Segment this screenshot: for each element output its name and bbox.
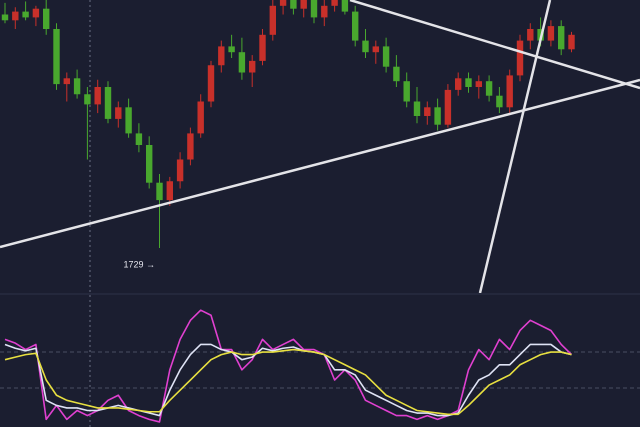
- candle-body: [341, 0, 349, 12]
- candle-body: [547, 26, 555, 41]
- candle-body: [485, 81, 493, 96]
- candle-body: [424, 107, 431, 116]
- candle-body: [73, 78, 81, 95]
- candle-body: [444, 89, 452, 125]
- candle-body: [104, 87, 112, 119]
- indicator-line: [4, 309, 573, 423]
- candle-body: [176, 159, 184, 182]
- candle-body: [352, 11, 359, 41]
- candle-body: [506, 75, 513, 108]
- candle-body: [455, 78, 462, 90]
- candle-body: [22, 11, 29, 18]
- candle-body: [527, 29, 534, 41]
- candle-body: [125, 107, 132, 134]
- candle-body: [12, 11, 19, 21]
- candle-body: [372, 46, 379, 53]
- candle-body: [475, 81, 482, 87]
- candle-body: [166, 181, 173, 201]
- trend-line: [349, 0, 640, 90]
- trend-lines: [0, 0, 640, 293]
- candle-body: [156, 182, 163, 201]
- annotation: 1729 →: [124, 259, 156, 269]
- candle-body: [115, 107, 122, 119]
- candle-body: [279, 0, 287, 6]
- candle-body: [403, 81, 410, 102]
- candle-body: [393, 66, 400, 82]
- candle-body: [135, 133, 143, 145]
- candle-body: [382, 46, 390, 67]
- candle-body: [290, 0, 297, 9]
- indicator-line: [4, 343, 572, 417]
- candle-body: [362, 40, 369, 53]
- candle-body: [218, 46, 225, 66]
- indicator-pane: [4, 309, 573, 423]
- candle-body: [238, 52, 246, 73]
- candle-body: [146, 145, 153, 183]
- candle-body: [249, 60, 256, 73]
- candle-body: [331, 0, 338, 6]
- price-pane: [1, 0, 575, 248]
- candle-body: [516, 40, 524, 76]
- candle-body: [63, 78, 70, 85]
- candle-body: [197, 101, 204, 134]
- candle-body: [434, 107, 441, 125]
- candle-body: [259, 34, 266, 61]
- candle-body: [310, 0, 318, 18]
- candle-body: [465, 78, 472, 87]
- candle-body: [43, 8, 50, 29]
- candle-body: [94, 87, 101, 105]
- candle-body: [413, 101, 421, 116]
- candle-body: [568, 34, 575, 50]
- candle-body: [1, 14, 9, 21]
- candle-body: [228, 46, 235, 53]
- trend-line: [478, 0, 552, 293]
- indicator-line: [4, 348, 572, 416]
- candle-body: [32, 8, 40, 18]
- candle-body: [53, 29, 60, 85]
- candle-body: [269, 5, 276, 35]
- candle-body: [207, 65, 215, 102]
- candle-body: [187, 133, 194, 160]
- candle-body: [300, 0, 307, 9]
- candle-body: [321, 5, 328, 18]
- candle-body: [496, 95, 503, 108]
- candle-body: [558, 26, 565, 50]
- trend-line: [0, 78, 640, 249]
- candle-body: [84, 94, 91, 105]
